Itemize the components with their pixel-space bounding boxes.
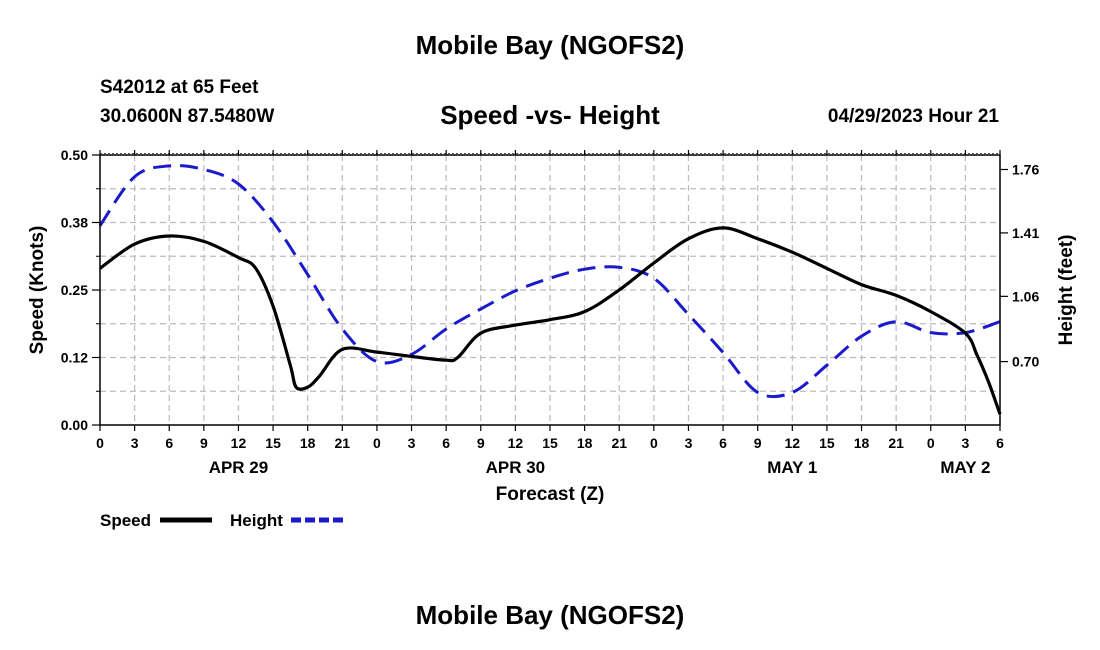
legend: Speed Height (100, 511, 343, 530)
x-tick-label: 6 (996, 435, 1004, 451)
x-tick-label: 15 (542, 435, 558, 451)
x-tick-label: 21 (611, 435, 627, 451)
x-tick-label: 6 (165, 435, 173, 451)
x-tick-label: 18 (577, 435, 593, 451)
x-tick-label: 0 (927, 435, 935, 451)
x-tick-label: 12 (785, 435, 801, 451)
x-tick-label: 3 (131, 435, 139, 451)
y-tick-label: 0.25 (61, 282, 88, 298)
x-tick-label: 3 (685, 435, 693, 451)
y-tick-label: 0.38 (61, 215, 88, 231)
x-tick-label: 9 (200, 435, 208, 451)
forecast-datetime: 04/29/2023 Hour 21 (827, 106, 999, 127)
y-axis-title: Speed (Knots) (27, 226, 48, 355)
date-label: MAY 2 (940, 458, 990, 477)
y2-axis-title: Height (feet) (1056, 235, 1077, 346)
x-tick-label: 3 (961, 435, 969, 451)
x-tick-label: 9 (477, 435, 485, 451)
x-tick-label: 15 (819, 435, 835, 451)
y2-tick-label: 1.06 (1012, 288, 1039, 304)
x-tick-label: 21 (888, 435, 904, 451)
x-tick-label: 3 (408, 435, 416, 451)
footer-title: Mobile Bay (NGOFS2) (415, 600, 685, 630)
y-tick-label: 0.00 (61, 417, 88, 433)
x-axis-title: Forecast (Z) (496, 484, 605, 505)
x-tick-label: 0 (96, 435, 104, 451)
grid-lines (100, 153, 1000, 425)
legend-height-label: Height (230, 511, 283, 530)
x-tick-label: 0 (650, 435, 658, 451)
x-tick-label: 0 (373, 435, 381, 451)
y-tick-label: 0.50 (61, 147, 88, 163)
station-label: S42012 at 65 Feet (100, 77, 259, 98)
x-tick-label: 6 (442, 435, 450, 451)
axis-ticks: 0 3 6 9 12 15 18 21 0 3 6 9 12 15 18 21 0 3 6 9 12 15 18 21 0 3 6 0… (61, 147, 1040, 477)
y2-tick-label: 1.41 (1012, 225, 1039, 241)
x-tick-label: 9 (754, 435, 762, 451)
y-tick-label: 0.12 (61, 350, 88, 366)
y2-tick-label: 1.76 (1012, 161, 1039, 177)
date-label: MAY 1 (767, 458, 817, 477)
date-label: APR 29 (209, 458, 269, 477)
y2-tick-label: 0.70 (1012, 354, 1039, 370)
series-group (98, 164, 1002, 415)
speed-series-line (99, 226, 1002, 415)
coordinates-label: 30.0600N 87.5480W (100, 106, 275, 127)
legend-speed-label: Speed (100, 511, 151, 530)
x-tick-label: 18 (300, 435, 316, 451)
x-tick-label: 12 (231, 435, 247, 451)
x-tick-label: 15 (265, 435, 281, 451)
x-tick-label: 18 (854, 435, 870, 451)
chart-title: Mobile Bay (NGOFS2) (415, 30, 685, 60)
date-label: APR 30 (486, 458, 546, 477)
chart-subtitle: Speed -vs- Height (440, 100, 660, 130)
x-tick-label: 6 (719, 435, 727, 451)
x-tick-label: 12 (508, 435, 524, 451)
x-tick-label: 21 (335, 435, 351, 451)
